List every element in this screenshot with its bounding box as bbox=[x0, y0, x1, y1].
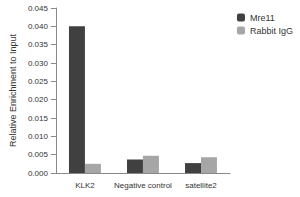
svg-text:0.015: 0.015 bbox=[28, 114, 49, 123]
svg-text:KLK2: KLK2 bbox=[75, 181, 95, 190]
svg-text:0.035: 0.035 bbox=[28, 40, 49, 49]
svg-text:Relative Enrichment to Input: Relative Enrichment to Input bbox=[8, 33, 18, 147]
svg-text:0.020: 0.020 bbox=[28, 95, 49, 104]
svg-text:0.010: 0.010 bbox=[28, 132, 49, 141]
svg-text:0.005: 0.005 bbox=[28, 150, 49, 159]
svg-text:Negative control: Negative control bbox=[114, 181, 172, 190]
svg-text:Rabbit IgG: Rabbit IgG bbox=[250, 26, 293, 36]
svg-text:0.000: 0.000 bbox=[28, 169, 49, 178]
svg-text:0.045: 0.045 bbox=[28, 4, 49, 13]
svg-text:0.025: 0.025 bbox=[28, 77, 49, 86]
svg-text:satellite2: satellite2 bbox=[185, 181, 217, 190]
svg-text:Mre11: Mre11 bbox=[250, 13, 275, 23]
svg-text:0.040: 0.040 bbox=[28, 22, 49, 31]
svg-text:0.030: 0.030 bbox=[28, 59, 49, 68]
